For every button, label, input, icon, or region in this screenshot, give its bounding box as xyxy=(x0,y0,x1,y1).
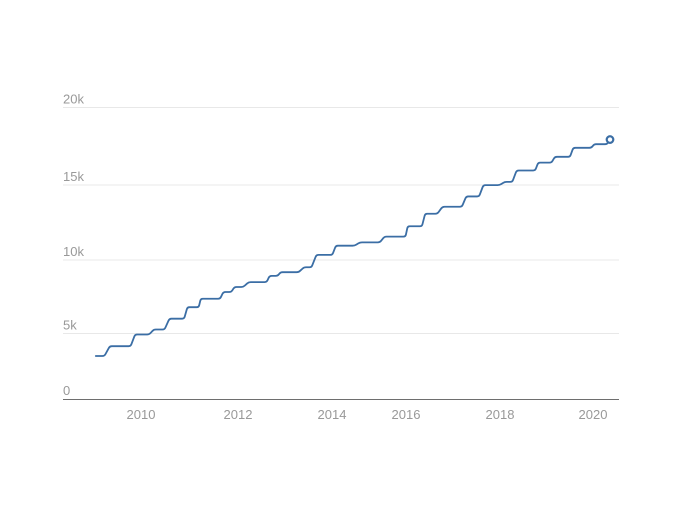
svg-text:5k: 5k xyxy=(63,318,77,333)
svg-text:2020: 2020 xyxy=(579,407,608,422)
svg-text:2014: 2014 xyxy=(318,407,347,422)
svg-text:0: 0 xyxy=(63,383,70,398)
svg-text:2012: 2012 xyxy=(224,407,253,422)
svg-text:2010: 2010 xyxy=(127,407,156,422)
svg-text:10k: 10k xyxy=(63,244,84,259)
svg-text:2018: 2018 xyxy=(486,407,515,422)
svg-text:15k: 15k xyxy=(63,169,84,184)
svg-text:2016: 2016 xyxy=(392,407,421,422)
svg-text:20k: 20k xyxy=(63,92,84,107)
